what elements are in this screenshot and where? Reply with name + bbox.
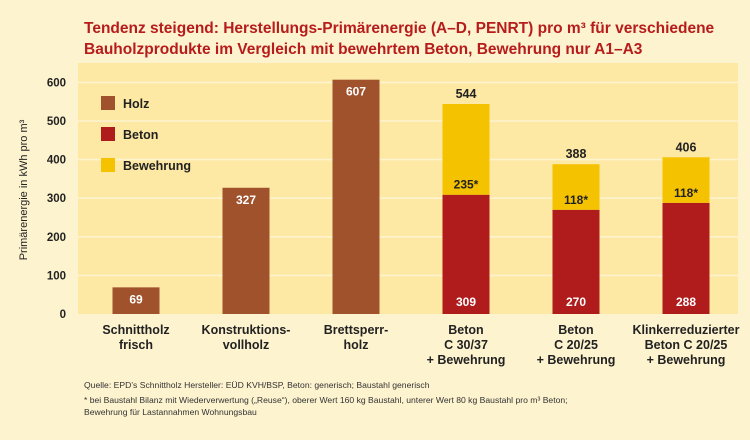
x-category-label: + Bewehrung xyxy=(647,353,726,367)
bar-segment-bewehrung xyxy=(552,164,600,210)
data-label-bewehrung: 118* xyxy=(564,193,588,207)
source-note: Quelle: EPD’s Schnittholz Hersteller: EÜ… xyxy=(84,380,430,390)
bar-segment-bewehrung xyxy=(662,157,710,203)
total-label: 406 xyxy=(676,140,697,154)
data-label-beton: 288 xyxy=(676,295,696,309)
bar-segment-beton xyxy=(552,209,600,314)
x-category-label: Beton C 20/25 xyxy=(645,338,728,352)
bar-segment-holz xyxy=(112,287,160,314)
x-category-label: frisch xyxy=(119,338,153,352)
legend-label-bewehrung: Bewehrung xyxy=(123,159,191,173)
data-label-holz: 69 xyxy=(129,292,143,306)
x-category-label: Schnittholz xyxy=(102,323,169,337)
y-tick-label: 0 xyxy=(60,309,66,321)
bar-segment-holz xyxy=(332,79,380,314)
y-axis-label: Primärenergie in kWh pro m³ xyxy=(18,119,30,260)
x-category-label: Beton xyxy=(558,323,593,337)
y-tick-label: 300 xyxy=(47,193,66,205)
footnote-line-2: Bewehrung für Lastannahmen Wohnungsbau xyxy=(84,407,257,417)
data-label-bewehrung: 235* xyxy=(454,178,479,192)
bar-segment-holz xyxy=(222,187,270,314)
bar-segment-bewehrung xyxy=(442,104,490,195)
total-label: 388 xyxy=(566,147,587,161)
x-category-label: Klinkerreduzierter xyxy=(633,323,740,337)
x-category-label: Beton xyxy=(448,323,483,337)
x-category-label: vollholz xyxy=(223,338,270,352)
x-category-label: Konstruktions- xyxy=(202,323,291,337)
data-label-holz: 327 xyxy=(236,193,256,207)
bar-segment-beton xyxy=(662,202,710,314)
x-category-label: + Bewehrung xyxy=(427,353,506,367)
data-label-holz: 607 xyxy=(346,85,366,99)
legend-label-holz: Holz xyxy=(123,97,149,111)
chart-title: Tendenz steigend: Herstellungs-Primärene… xyxy=(84,18,734,60)
data-label-bewehrung: 118* xyxy=(674,186,698,200)
y-tick-label: 400 xyxy=(47,155,66,167)
y-tick-label: 500 xyxy=(47,116,66,128)
plot-area xyxy=(78,63,738,314)
bar-segment-beton xyxy=(442,194,490,314)
x-category-label: Brettsperr- xyxy=(324,323,389,337)
x-category-label: + Bewehrung xyxy=(537,353,616,367)
data-label-beton: 270 xyxy=(566,295,586,309)
y-tick-label: 100 xyxy=(47,270,66,282)
legend-swatch-bewehrung xyxy=(101,158,115,172)
y-tick-label: 600 xyxy=(47,77,66,89)
chart-title-line-2: Bauholzprodukte im Vergleich mit bewehrt… xyxy=(84,41,643,58)
chart-footer: Quelle: EPD’s Schnittholz Hersteller: EÜ… xyxy=(84,379,724,421)
x-category-label: C 30/37 xyxy=(444,338,488,352)
footnote-line-1: * bei Baustahl Bilanz mit Wiederverwertu… xyxy=(84,395,568,405)
data-label-beton: 309 xyxy=(456,295,476,309)
y-tick-label: 200 xyxy=(47,232,66,244)
x-category-label: C 20/25 xyxy=(554,338,598,352)
legend-label-beton: Beton xyxy=(123,128,158,142)
legend-swatch-beton xyxy=(101,127,115,141)
x-category-label: holz xyxy=(344,338,369,352)
total-label: 544 xyxy=(456,87,477,101)
chart-title-line-1: Tendenz steigend: Herstellungs-Primärene… xyxy=(84,20,715,37)
footnote: * bei Baustahl Bilanz mit Wiederverwertu… xyxy=(84,394,724,418)
legend-swatch-holz xyxy=(101,96,115,110)
